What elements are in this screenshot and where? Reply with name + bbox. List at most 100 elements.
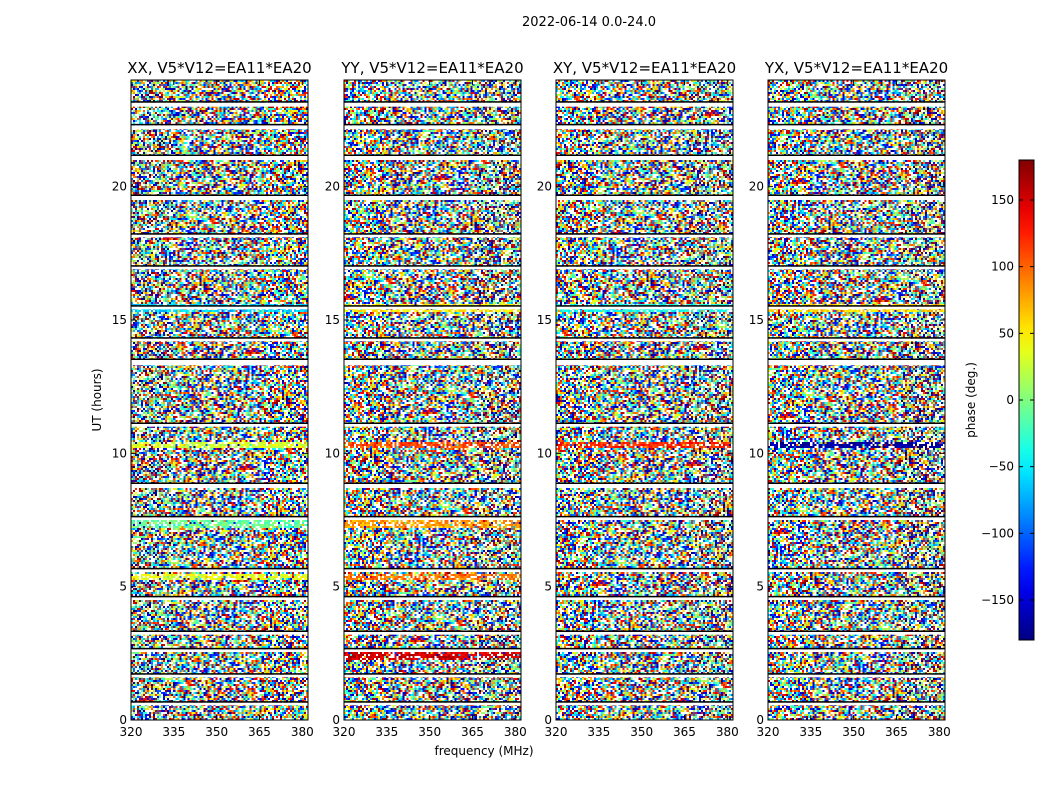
flagged-band-edge bbox=[768, 422, 945, 424]
phase-heatmap bbox=[556, 80, 733, 720]
flagged-band bbox=[556, 125, 733, 130]
x-tick-label: 350 bbox=[630, 725, 653, 739]
panel-title: YY, V5*V12=EA11*EA20 bbox=[340, 59, 523, 77]
flagged-band-edge bbox=[556, 358, 733, 360]
flagged-band-edge bbox=[556, 647, 733, 650]
flagged-band bbox=[344, 306, 521, 310]
flagged-band-edge bbox=[556, 630, 733, 632]
flagged-band bbox=[556, 156, 733, 160]
flagged-band bbox=[344, 196, 521, 200]
y-tick-label: 15 bbox=[749, 313, 764, 327]
flagged-band bbox=[131, 360, 308, 366]
flagged-band-edge bbox=[768, 647, 945, 650]
flagged-band-edge bbox=[344, 305, 521, 307]
flagged-band-edge bbox=[556, 123, 733, 126]
flagged-band bbox=[556, 424, 733, 427]
flagged-band-edge bbox=[344, 701, 521, 703]
flagged-band-edge bbox=[344, 233, 521, 235]
flagged-band-edge bbox=[131, 305, 308, 307]
flagged-band-edge bbox=[131, 647, 308, 650]
colorbar-tick-label: 100 bbox=[991, 260, 1014, 274]
flagged-band-edge bbox=[768, 194, 945, 196]
x-tick-label: 320 bbox=[545, 725, 568, 739]
flagged-band bbox=[556, 702, 733, 706]
flagged-band bbox=[131, 517, 308, 520]
x-tick-label: 335 bbox=[162, 725, 185, 739]
colorbar-tick-label: 0 bbox=[1006, 393, 1014, 407]
y-tick-label: 20 bbox=[537, 180, 552, 194]
flagged-band bbox=[344, 597, 521, 600]
flagged-band-edge bbox=[131, 630, 308, 632]
flagged-band bbox=[768, 196, 945, 200]
flagged-band bbox=[556, 484, 733, 488]
flagged-band bbox=[131, 424, 308, 427]
y-tick-label: 5 bbox=[756, 580, 764, 594]
flagged-band bbox=[556, 674, 733, 678]
flagged-band bbox=[768, 424, 945, 427]
flagged-band-edge bbox=[344, 482, 521, 484]
flagged-band bbox=[131, 649, 308, 652]
flagged-band-edge bbox=[768, 101, 945, 103]
flagged-band bbox=[131, 156, 308, 160]
flagged-band-edge bbox=[768, 567, 945, 570]
colorbar-tick-label: −50 bbox=[989, 460, 1014, 474]
flagged-band-edge bbox=[768, 265, 945, 267]
flagged-band bbox=[556, 266, 733, 270]
flagged-band-edge bbox=[768, 233, 945, 235]
flagged-band-edge bbox=[131, 154, 308, 156]
flagged-band bbox=[768, 597, 945, 600]
flagged-band-edge bbox=[556, 305, 733, 307]
flagged-band bbox=[131, 597, 308, 600]
flagged-band bbox=[131, 338, 308, 342]
flagged-band-edge bbox=[131, 567, 308, 570]
flagged-band-edge bbox=[344, 123, 521, 126]
x-tick-label: 335 bbox=[799, 725, 822, 739]
flagged-band bbox=[344, 702, 521, 706]
flagged-band bbox=[768, 649, 945, 652]
flagged-band-edge bbox=[344, 154, 521, 156]
flagged-band-edge bbox=[131, 595, 308, 598]
phase-heatmap bbox=[344, 80, 521, 720]
flagged-band bbox=[556, 102, 733, 107]
flagged-band bbox=[768, 156, 945, 160]
x-tick-label: 365 bbox=[248, 725, 271, 739]
flagged-band-edge bbox=[768, 701, 945, 703]
figure-title: 2022-06-14 0.0-24.0 bbox=[522, 15, 656, 30]
x-tick-label: 320 bbox=[333, 725, 356, 739]
colorbar-tick-label: 50 bbox=[999, 326, 1014, 340]
flagged-band-edge bbox=[556, 101, 733, 103]
flagged-band-edge bbox=[768, 305, 945, 307]
flagged-band-edge bbox=[344, 422, 521, 424]
flagged-band bbox=[768, 632, 945, 635]
flagged-band bbox=[131, 102, 308, 107]
flagged-band-edge bbox=[131, 265, 308, 267]
phase-heatmap bbox=[768, 80, 945, 720]
flagged-band-edge bbox=[768, 630, 945, 632]
flagged-band-edge bbox=[556, 595, 733, 598]
flagged-band-edge bbox=[556, 233, 733, 235]
x-tick-label: 320 bbox=[120, 725, 143, 739]
y-tick-label: 0 bbox=[756, 713, 764, 727]
y-tick-label: 10 bbox=[749, 446, 764, 460]
flagged-band-edge bbox=[344, 101, 521, 103]
panel-frame bbox=[343, 79, 522, 721]
panel-title: XX, V5*V12=EA11*EA20 bbox=[127, 59, 311, 77]
y-tick-label: 5 bbox=[544, 580, 552, 594]
flagged-band-edge bbox=[556, 337, 733, 339]
flagged-band bbox=[768, 306, 945, 310]
flagged-band bbox=[768, 102, 945, 107]
flagged-band-edge bbox=[344, 647, 521, 650]
flagged-band bbox=[344, 517, 521, 520]
x-tick-label: 380 bbox=[504, 725, 527, 739]
x-tick-label: 380 bbox=[291, 725, 314, 739]
colorbar-tick-label: −150 bbox=[981, 593, 1014, 607]
y-tick-label: 5 bbox=[332, 580, 340, 594]
colorbar: 150 100 50 0 −50 −100 −150 bbox=[981, 159, 1035, 641]
flagged-band-edge bbox=[131, 233, 308, 235]
flagged-band bbox=[131, 484, 308, 488]
y-tick-label: 10 bbox=[325, 446, 340, 460]
panel-title: XY, V5*V12=EA11*EA20 bbox=[553, 59, 736, 77]
y-tick-label: 10 bbox=[112, 446, 127, 460]
